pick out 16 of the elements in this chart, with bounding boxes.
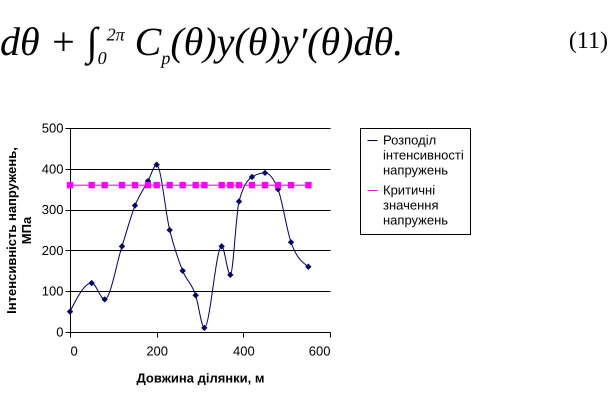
x-tick-label: 400 [232,344,255,358]
y-tick-label: 0 [56,324,64,340]
text: dθ + ∫$_{0}$$^{2π}$ C$_{p}$(θ)y(θ)y′(θ)dθ. [0,18,404,69]
text: (11) [568,28,608,55]
x-tick-label: 600 [308,344,330,358]
y-tick-label: 500 [42,120,64,136]
x-tick-label: 0 [70,344,78,358]
y-tick-label: 200 [42,242,64,258]
y-tick-label: 400 [42,161,64,176]
x-axis-title: Довжина ділянки, м [136,370,264,386]
legend-label: Розподіл інтенсивності напружень [383,132,464,178]
y-tick-label: 300 [42,202,64,218]
y-axis-title: Інтенсивність напружень, МПа [4,147,34,314]
y-tick-label: 100 [42,284,64,299]
x-tick-label: 200 [146,344,168,358]
legend-label: Критичні значення напружень [383,182,448,228]
